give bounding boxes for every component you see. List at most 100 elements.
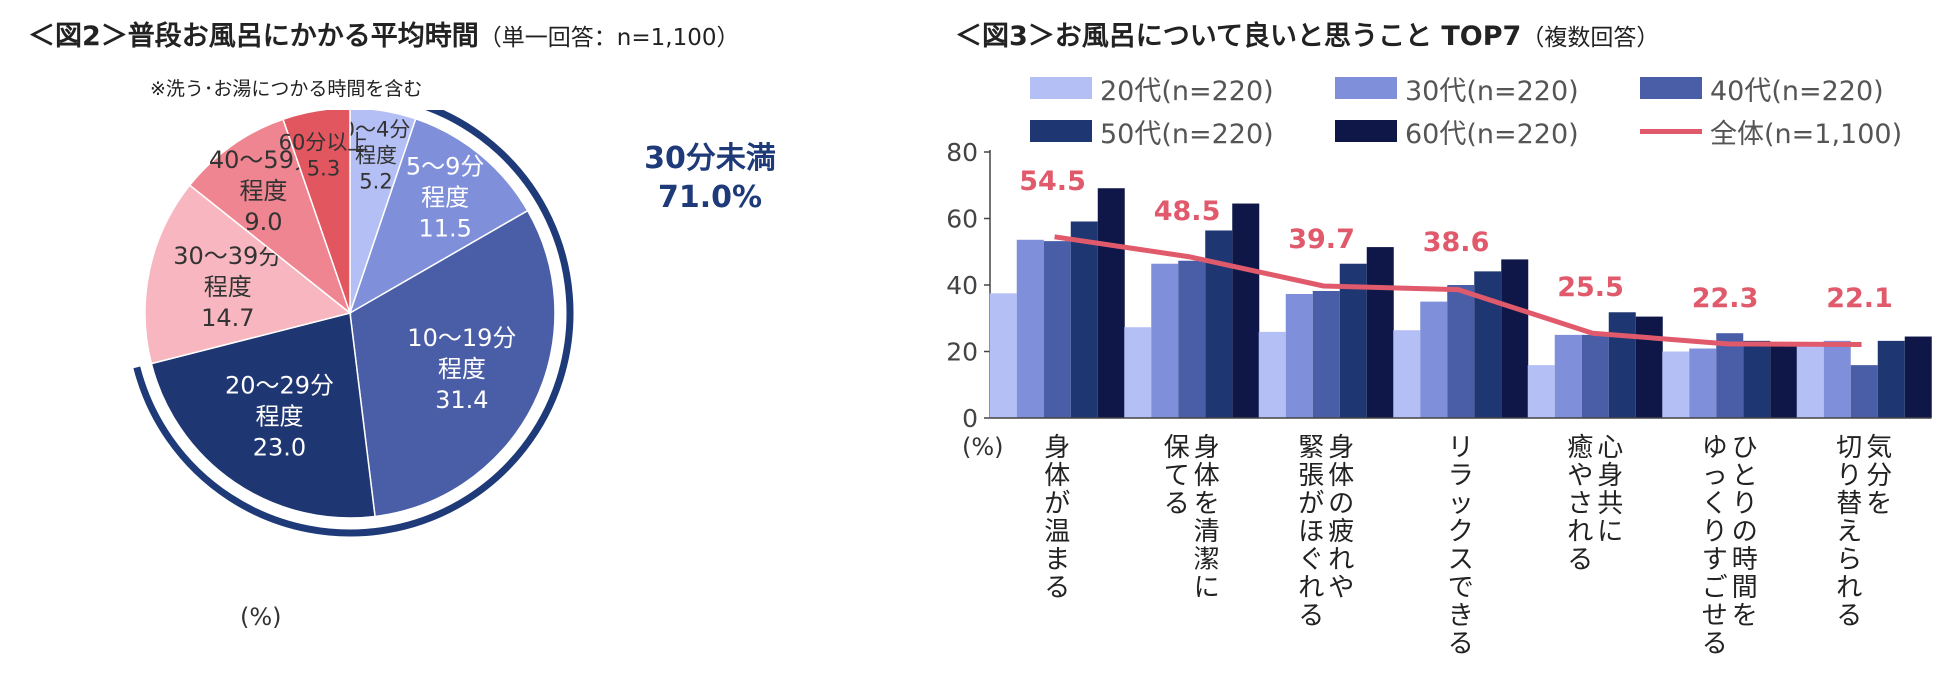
legend-label: 20代(n=220) bbox=[1100, 75, 1274, 107]
bar bbox=[1447, 285, 1475, 418]
x-category-char: に bbox=[1194, 573, 1220, 603]
x-category-char: と bbox=[1732, 461, 1758, 491]
bar bbox=[1420, 301, 1448, 418]
pie-slice-value: 5.3 bbox=[307, 157, 340, 181]
bar bbox=[1474, 271, 1502, 418]
x-category-char: る bbox=[1567, 545, 1593, 575]
x-category-char: ほ bbox=[1298, 517, 1324, 547]
x-category-label-line: 心身共に bbox=[1597, 433, 1623, 547]
bar bbox=[1689, 348, 1717, 418]
y-tick-label: 40 bbox=[946, 271, 978, 300]
bar bbox=[1285, 293, 1313, 418]
bar bbox=[1393, 330, 1421, 418]
overall-value-label: 48.5 bbox=[1154, 196, 1221, 227]
x-category-char: ッ bbox=[1448, 489, 1474, 519]
y-tick-label: 60 bbox=[946, 205, 978, 234]
x-category-char: き bbox=[1448, 601, 1474, 631]
x-category-char: 共 bbox=[1597, 489, 1623, 519]
x-category-char: 保 bbox=[1164, 433, 1190, 463]
legend-label: 全体(n=1,100) bbox=[1710, 118, 1903, 150]
bar-chart: (%) 0 20 40 60 80 54.5 48.5 39.7 38.6 25.5 22.3 22.… bbox=[946, 138, 1932, 659]
x-category-char: や bbox=[1328, 573, 1354, 603]
pie-slice-category: 10～19分 bbox=[407, 324, 516, 352]
bar bbox=[1850, 365, 1878, 418]
x-category-char: て bbox=[1164, 461, 1190, 491]
pie-slice-category: 程度 bbox=[239, 177, 287, 205]
pie-slice-category: 0～4分 bbox=[342, 117, 411, 141]
fig3-subtitle: （複数回答） bbox=[1521, 25, 1660, 51]
bar bbox=[1312, 290, 1340, 418]
fig3-title: ＜図3＞お風呂について良いと思うこと TOP7 bbox=[955, 21, 1522, 52]
x-category-char: ひ bbox=[1732, 433, 1758, 463]
pie-slice-category: 程度 bbox=[204, 273, 252, 301]
bar bbox=[1178, 260, 1206, 418]
x-category-char: 張 bbox=[1298, 461, 1324, 491]
x-category-char: ス bbox=[1448, 545, 1474, 575]
bar bbox=[1097, 188, 1125, 418]
x-category-char: 替 bbox=[1836, 489, 1862, 519]
x-category-label: 身体が温まる bbox=[1044, 433, 1070, 603]
pie-slice-label: 5～9分程度 11.5 bbox=[406, 152, 485, 242]
bar bbox=[1608, 312, 1636, 418]
bar bbox=[1796, 345, 1824, 418]
pie-chart: (%) 30分未満 71.0% 0～4分程度 5.25～9分程度 11.510～19… bbox=[133, 110, 776, 631]
x-category-char: ク bbox=[1448, 517, 1474, 547]
x-category-char: り bbox=[1836, 461, 1862, 491]
bar bbox=[989, 293, 1017, 418]
x-category-char: す bbox=[1702, 545, 1728, 575]
legend-label: 30代(n=220) bbox=[1405, 75, 1579, 107]
x-category-char: や bbox=[1567, 461, 1593, 491]
pie-slice-category: 程度 bbox=[255, 403, 303, 431]
legend-label: 40代(n=220) bbox=[1710, 75, 1884, 107]
x-category-char: え bbox=[1836, 517, 1862, 547]
pie-slice bbox=[349, 209, 556, 518]
x-category-label-line: 気分を bbox=[1866, 433, 1892, 519]
x-category-char: る bbox=[1702, 629, 1728, 659]
x-category-char: ラ bbox=[1448, 461, 1474, 491]
x-category-char: 体 bbox=[1044, 461, 1070, 491]
legend-item: 40代(n=220) bbox=[1640, 68, 1884, 108]
overall-value-label: 25.5 bbox=[1557, 272, 1624, 303]
x-category-label-line: ひとりの時間を bbox=[1732, 433, 1758, 631]
legend-swatch bbox=[1030, 77, 1092, 99]
x-category-label-line: ゆっくりすごせる bbox=[1702, 433, 1728, 659]
x-category-char: り bbox=[1702, 517, 1728, 547]
x-category-char: ら bbox=[1836, 545, 1862, 575]
bar bbox=[1016, 239, 1044, 418]
pie-slice-value: 31.4 bbox=[435, 386, 488, 414]
overall-value-label: 22.1 bbox=[1826, 283, 1893, 314]
x-category-label-line: 身体を清潔に bbox=[1194, 433, 1220, 603]
x-category-char: を bbox=[1194, 489, 1220, 519]
x-category-label-line: リラックスできる bbox=[1448, 433, 1474, 659]
x-category-char: る bbox=[1298, 601, 1324, 631]
x-category-char: 体 bbox=[1194, 461, 1220, 491]
pie-slice-category: 20～29分 bbox=[225, 372, 334, 400]
pie-slice-category: 程度 bbox=[438, 355, 486, 383]
pie-highlight-value: 71.0% bbox=[658, 180, 762, 215]
overall-value-label: 22.3 bbox=[1692, 283, 1759, 314]
bar bbox=[1501, 259, 1529, 418]
bar bbox=[1554, 334, 1582, 418]
pie-slice-value: 23.0 bbox=[253, 434, 306, 462]
bar bbox=[1232, 203, 1260, 418]
x-category-char: 身 bbox=[1328, 433, 1354, 463]
x-category-char: 疲 bbox=[1328, 517, 1354, 547]
x-category-char: ゆ bbox=[1702, 433, 1728, 463]
x-category-char: る bbox=[1836, 601, 1862, 631]
x-category-char: せ bbox=[1702, 601, 1728, 631]
legend-label: 60代(n=220) bbox=[1405, 118, 1579, 150]
bar-legend: 20代(n=220) 30代(n=220) 40代(n=220) 50代(n=2… bbox=[1030, 68, 1930, 158]
bar bbox=[1366, 247, 1394, 418]
pie-slice bbox=[144, 184, 352, 365]
x-category-char: さ bbox=[1567, 489, 1593, 519]
x-category-char: っ bbox=[1702, 461, 1728, 491]
fig3-title-block: ＜図3＞お風呂について良いと思うこと TOP7（複数回答） bbox=[955, 14, 1659, 53]
bar bbox=[1581, 334, 1609, 418]
x-category-label-line: 癒やされる bbox=[1567, 433, 1593, 575]
overall-line bbox=[1054, 234, 1862, 348]
bar bbox=[1716, 333, 1744, 418]
